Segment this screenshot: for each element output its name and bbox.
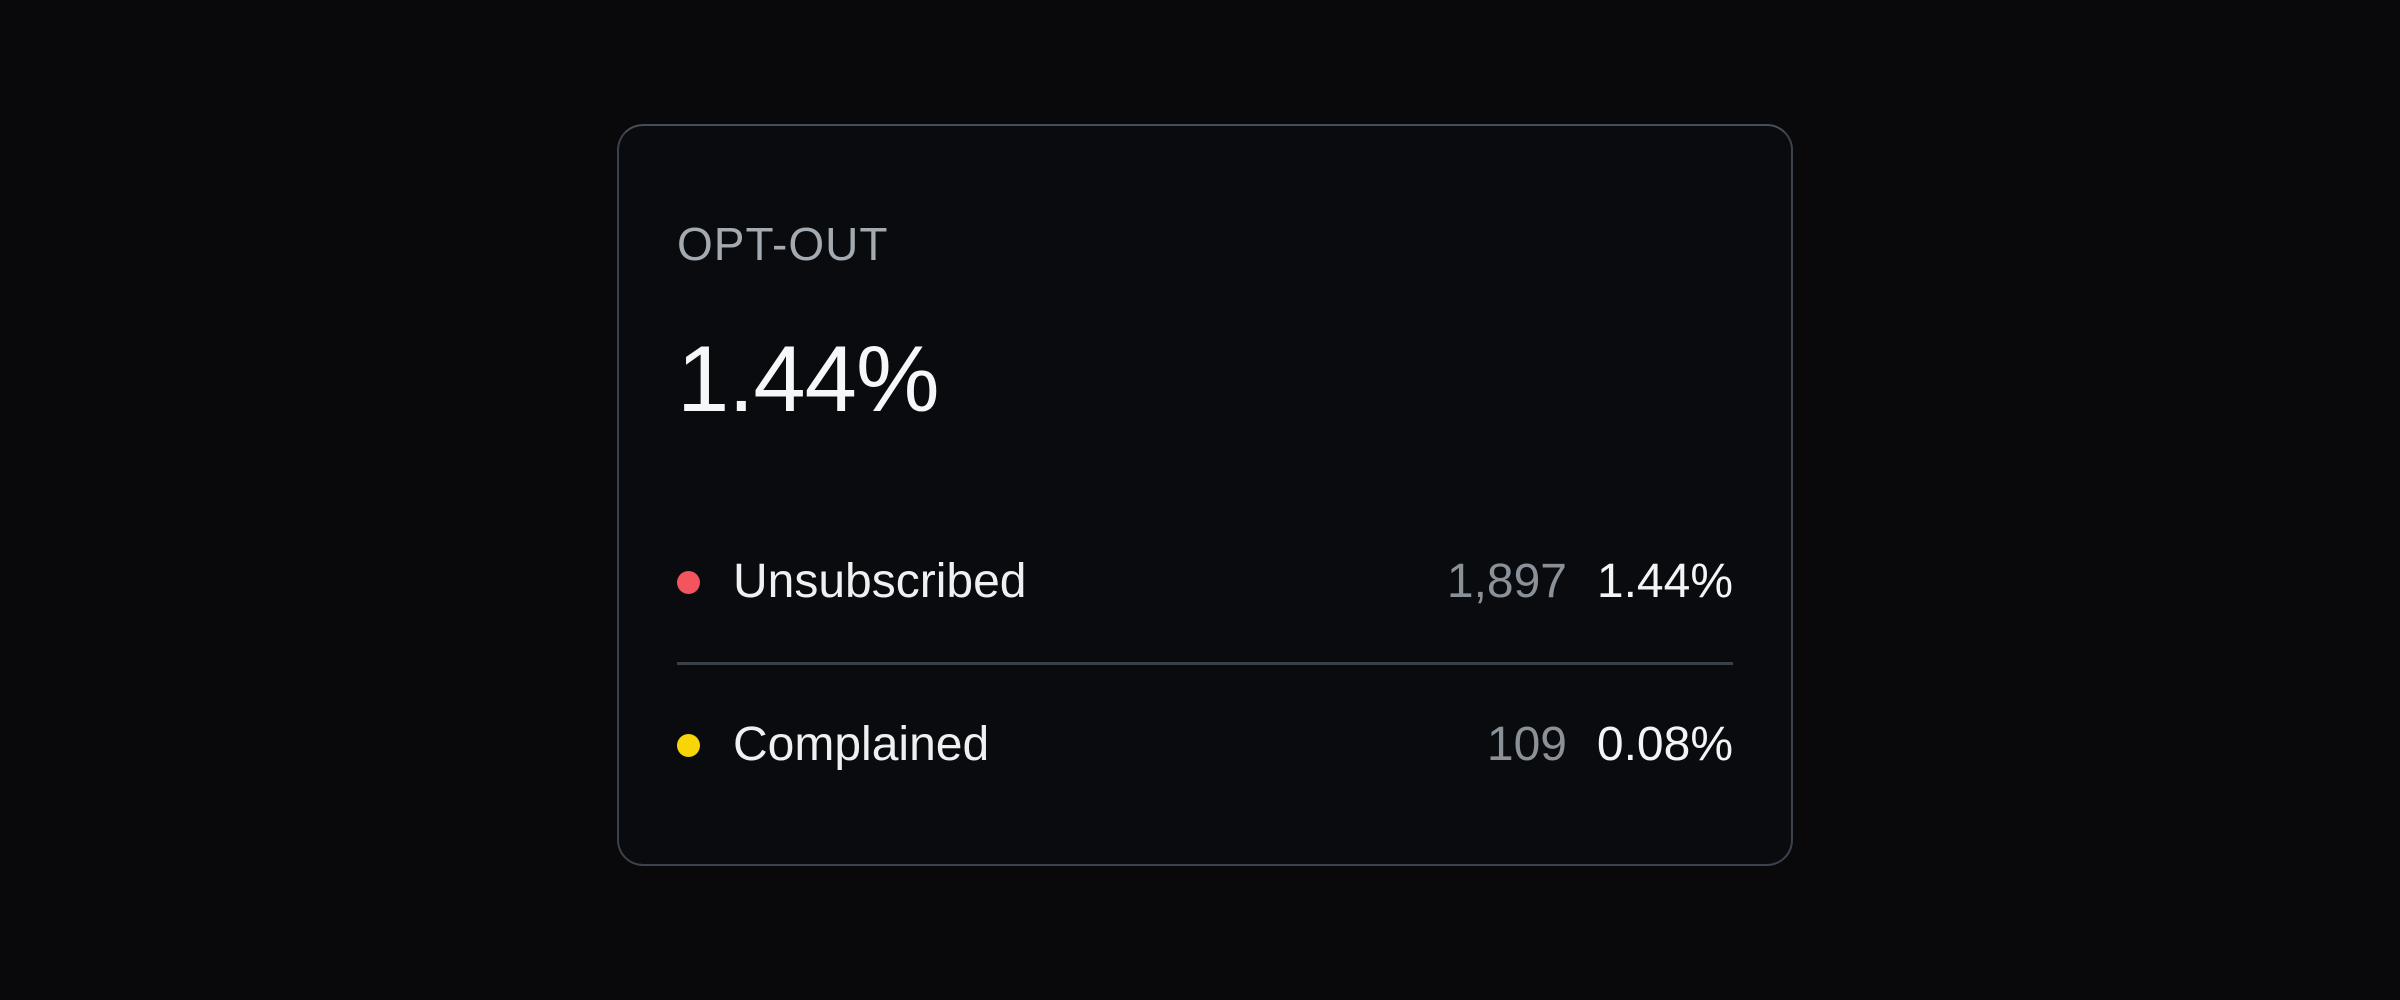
row-percentage: 1.44% — [1596, 555, 1733, 608]
opt-out-stat-card: OPT-OUT 1.44% Unsubscribed 1,897 1.44% C… — [617, 124, 1793, 866]
opt-out-rate-value: 1.44% — [677, 326, 940, 431]
row-divider — [677, 662, 1733, 665]
row-count: 109 — [1486, 718, 1567, 771]
row-count: 1,897 — [1446, 555, 1567, 608]
complained-dot-icon — [677, 733, 700, 757]
stat-list: Unsubscribed 1,897 1.44% Complained 109 … — [677, 502, 1733, 825]
row-label: Unsubscribed — [733, 555, 1027, 608]
unsubscribed-dot-icon — [677, 570, 700, 594]
stat-row-unsubscribed: Unsubscribed 1,897 1.44% — [677, 502, 1733, 662]
card-title: OPT-OUT — [677, 218, 889, 270]
stat-row-complained: Complained 109 0.08% — [677, 665, 1733, 825]
row-label: Complained — [733, 718, 990, 771]
row-percentage: 0.08% — [1596, 718, 1733, 771]
